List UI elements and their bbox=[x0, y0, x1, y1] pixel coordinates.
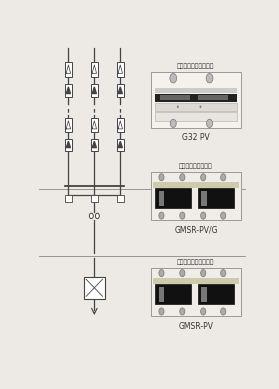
Bar bbox=[65, 195, 72, 202]
Circle shape bbox=[159, 270, 164, 277]
Bar bbox=[65, 62, 72, 77]
Circle shape bbox=[159, 212, 164, 219]
Bar bbox=[155, 112, 237, 121]
Bar bbox=[91, 195, 98, 202]
Bar bbox=[117, 138, 124, 151]
Circle shape bbox=[206, 74, 213, 83]
Bar bbox=[201, 287, 207, 302]
Circle shape bbox=[201, 212, 206, 219]
Circle shape bbox=[201, 173, 206, 181]
Circle shape bbox=[170, 119, 176, 128]
Bar bbox=[91, 117, 98, 132]
Bar bbox=[198, 284, 234, 304]
Bar bbox=[153, 182, 239, 188]
Circle shape bbox=[159, 308, 164, 315]
Text: GMSR-PV: GMSR-PV bbox=[179, 322, 213, 331]
Circle shape bbox=[221, 308, 226, 315]
Bar bbox=[201, 191, 207, 206]
Circle shape bbox=[221, 270, 226, 277]
Circle shape bbox=[201, 308, 206, 315]
Circle shape bbox=[180, 212, 185, 219]
Circle shape bbox=[180, 308, 185, 315]
Polygon shape bbox=[66, 87, 71, 94]
Circle shape bbox=[89, 213, 93, 219]
Bar bbox=[198, 95, 228, 100]
Circle shape bbox=[159, 173, 164, 181]
Bar bbox=[65, 84, 72, 97]
Bar bbox=[160, 95, 190, 100]
Circle shape bbox=[206, 119, 213, 128]
Bar bbox=[155, 188, 191, 209]
Bar bbox=[198, 188, 234, 209]
Text: 汇流笱出线隔离电器: 汇流笱出线隔离电器 bbox=[179, 164, 213, 170]
Bar bbox=[159, 191, 164, 206]
Circle shape bbox=[180, 270, 185, 277]
Circle shape bbox=[221, 173, 226, 181]
Bar bbox=[151, 72, 241, 128]
Bar bbox=[155, 88, 237, 93]
Circle shape bbox=[180, 173, 185, 181]
Polygon shape bbox=[92, 87, 97, 94]
Bar bbox=[117, 117, 124, 132]
Bar bbox=[117, 195, 124, 202]
Polygon shape bbox=[118, 141, 122, 147]
Text: GMSR-PV/G: GMSR-PV/G bbox=[174, 226, 218, 235]
Bar bbox=[153, 278, 239, 284]
Bar bbox=[91, 138, 98, 151]
Bar bbox=[159, 287, 164, 302]
Bar bbox=[151, 172, 241, 221]
Text: 逆变器直流侧保护电器: 逆变器直流侧保护电器 bbox=[177, 260, 215, 265]
Bar bbox=[65, 138, 72, 151]
Bar bbox=[91, 62, 98, 77]
Circle shape bbox=[199, 105, 201, 108]
Bar bbox=[84, 277, 105, 299]
Text: G32 PV: G32 PV bbox=[182, 133, 210, 142]
Bar bbox=[91, 84, 98, 97]
Polygon shape bbox=[92, 141, 97, 147]
Bar bbox=[155, 103, 237, 111]
Circle shape bbox=[177, 105, 179, 108]
Text: 光伏电池出口保护电器: 光伏电池出口保护电器 bbox=[177, 63, 215, 69]
Polygon shape bbox=[66, 141, 71, 147]
Polygon shape bbox=[118, 87, 122, 94]
Bar bbox=[65, 117, 72, 132]
Bar bbox=[117, 62, 124, 77]
Circle shape bbox=[170, 74, 177, 83]
Circle shape bbox=[221, 212, 226, 219]
Circle shape bbox=[95, 213, 99, 219]
Bar bbox=[117, 84, 124, 97]
Bar bbox=[151, 268, 241, 316]
Circle shape bbox=[201, 270, 206, 277]
Bar bbox=[155, 284, 191, 304]
Bar bbox=[155, 94, 237, 102]
